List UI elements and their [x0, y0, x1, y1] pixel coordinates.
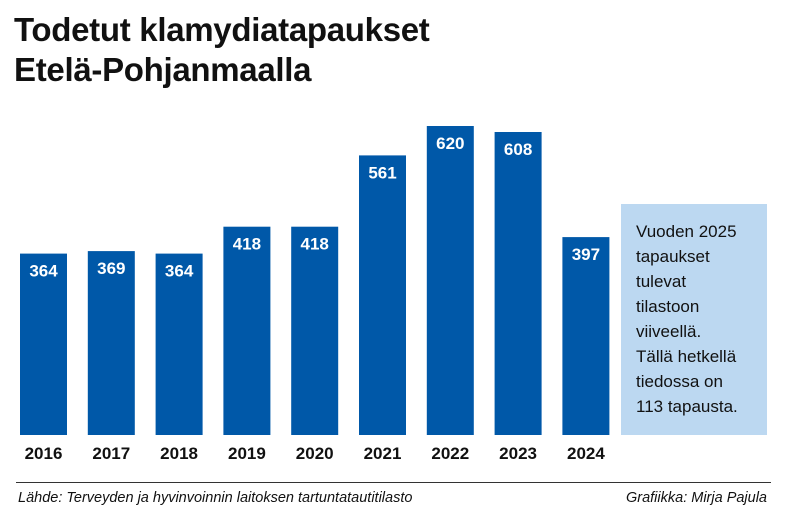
bar-2024	[562, 237, 610, 435]
chart-title-line-1: Todetut klamydiatapaukset	[14, 11, 430, 48]
note-line: viiveellä.	[636, 322, 702, 341]
bar-value-label: 397	[572, 245, 600, 264]
footer-divider	[16, 482, 771, 483]
bar-2023	[494, 132, 542, 435]
bar-2019	[223, 226, 271, 435]
bar-2017	[87, 251, 135, 435]
note-line: Vuoden 2025	[636, 222, 737, 241]
bar-2021	[359, 155, 406, 435]
x-tick-label: 2016	[25, 444, 63, 463]
bar-2016	[20, 253, 67, 435]
bar-value-label: 418	[233, 235, 261, 254]
chart-title-line-2: Etelä-Pohjanmaalla	[14, 51, 312, 88]
note-line: 113 tapausta.	[636, 397, 738, 416]
x-tick-label: 2022	[431, 444, 469, 463]
note-line: tilastoon	[636, 297, 700, 316]
bar-chart: 364 2016 369 2017 364 2018 418 2019 418 2020 561 20…	[20, 126, 610, 463]
chart-title: Todetut klamydiatapaukset Etelä-Pohjanma…	[14, 10, 654, 90]
x-tick-label: 2017	[92, 444, 130, 463]
note-line: Tällä hetkellä	[636, 347, 737, 366]
note-line: tapaukset	[636, 247, 710, 266]
x-tick-label: 2019	[228, 444, 266, 463]
x-tick-label: 2023	[499, 444, 537, 463]
x-tick-label: 2024	[567, 444, 605, 463]
bar-value-label: 364	[29, 262, 58, 281]
bar-2018	[155, 253, 203, 435]
x-tick-label: 2021	[364, 444, 402, 463]
bar-value-label: 620	[436, 134, 464, 153]
bar-value-label: 364	[165, 262, 194, 281]
note-line: tiedossa on	[636, 372, 723, 391]
note-line: tulevat	[636, 272, 687, 291]
bar-value-label: 561	[368, 163, 396, 182]
bar-value-label: 369	[97, 259, 125, 278]
bar-2020	[291, 226, 339, 435]
bar-value-label: 608	[504, 140, 532, 159]
source-text: Lähde: Terveyden ja hyvinvoinnin laitoks…	[18, 490, 413, 506]
credit-text: Grafiikka: Mirja Pajula	[625, 490, 767, 506]
x-tick-label: 2018	[160, 444, 198, 463]
note-box: Vuoden 2025 tapaukset tulevat tilastoon …	[621, 204, 767, 435]
bar-2022	[426, 126, 474, 435]
bar-value-label: 418	[301, 235, 329, 254]
x-tick-label: 2020	[296, 444, 334, 463]
